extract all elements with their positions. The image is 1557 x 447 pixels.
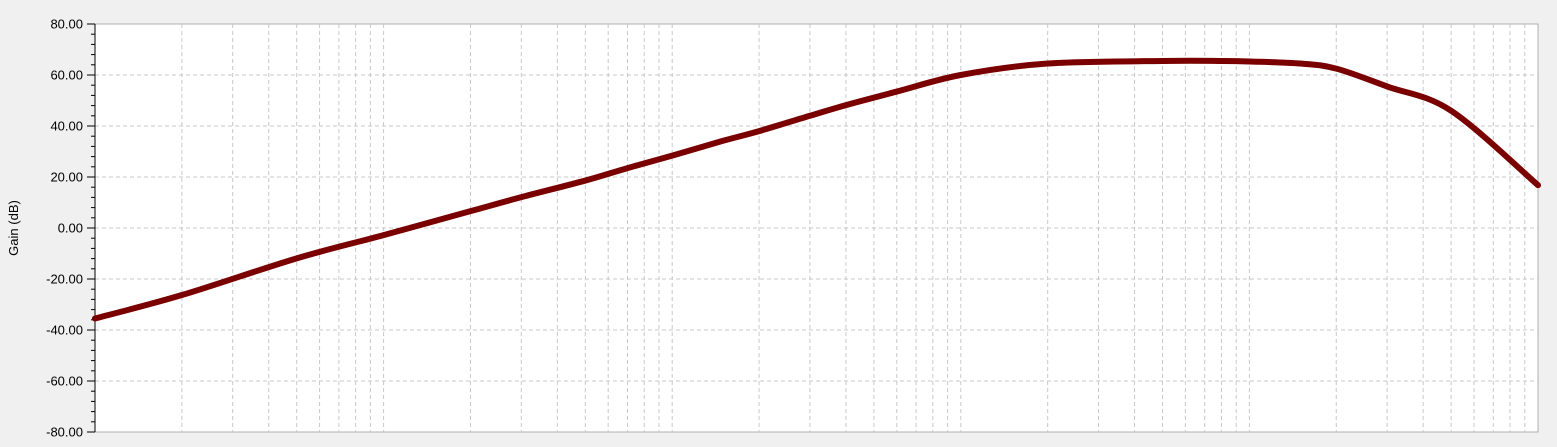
y-axis-label: Gain (dB) [6, 200, 21, 256]
y-tick-label: 0.00 [58, 221, 83, 236]
y-tick-label: -60.00 [46, 374, 83, 389]
y-tick-labels: 80.00 60.00 40.00 20.00 0.00 -20.00 -40.00 -60.… [46, 17, 83, 440]
y-axis [87, 23, 96, 433]
y-tick-label: -40.00 [46, 323, 83, 338]
y-tick-label: 80.00 [50, 17, 83, 32]
y-tick-label: 40.00 [50, 119, 83, 134]
y-tick-label: 60.00 [50, 68, 83, 83]
grid [95, 24, 1538, 432]
series-line-gain [92, 57, 1541, 322]
y-tick-label: -20.00 [46, 272, 83, 287]
y-tick-label: -80.00 [46, 425, 83, 440]
y-tick-label: 20.00 [50, 170, 83, 185]
